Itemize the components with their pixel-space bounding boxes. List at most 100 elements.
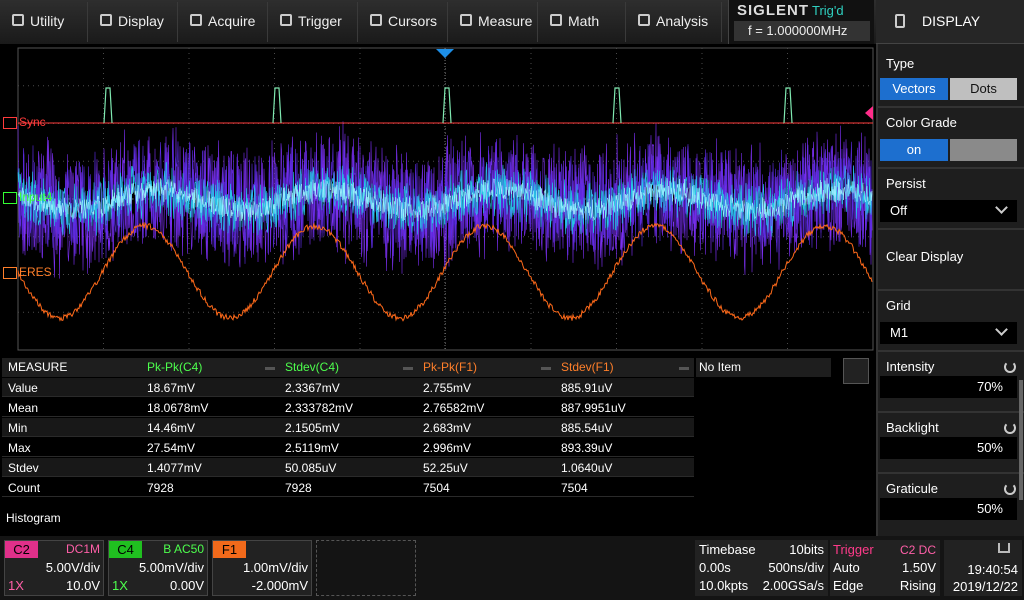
menu-icon [550, 14, 562, 26]
side-icon [895, 14, 905, 28]
menu-icon [12, 14, 24, 26]
measure-value: 887.9951uV [561, 401, 626, 415]
menu-label[interactable]: Measure [478, 13, 532, 29]
separator [878, 167, 1024, 169]
row-label: Stdev [8, 461, 39, 475]
channel-scale: 5.00V/div [6, 560, 100, 575]
row-label: Max [8, 441, 31, 455]
trigger-slope: Rising [840, 578, 936, 593]
menu-icon [638, 14, 650, 26]
setting-label: Color Grade [886, 115, 957, 130]
trigger-state: Trig'd [812, 3, 844, 18]
menu-label[interactable]: Display [118, 13, 164, 29]
channel-name[interactable]: F1 [213, 541, 246, 558]
channel-scale: 5.00mV/div [110, 560, 204, 575]
trigger-source: C2 DC [840, 543, 936, 557]
column-dash [403, 367, 413, 370]
measure-value: 50.085uV [285, 461, 336, 475]
timebase-scale: 500ns/div [700, 560, 824, 575]
frequency: f = 1.000000MHz [748, 23, 847, 38]
measure-value: 14.46mV [147, 421, 195, 435]
channel-marker [3, 192, 17, 204]
menu-label[interactable]: Trigger [298, 13, 342, 29]
network-icon [998, 543, 1010, 553]
channel-coupling: B AC50 [138, 542, 204, 556]
option-vectors[interactable]: Vectors [880, 78, 948, 100]
separator [878, 472, 1024, 474]
toggle-on[interactable]: on [880, 139, 948, 161]
channel-offset: 10.0V [6, 578, 100, 593]
setting-label: Grid [886, 298, 911, 313]
value-box[interactable]: 50% [880, 437, 1017, 459]
separator [878, 289, 1024, 291]
clear-display[interactable]: Clear Display [886, 249, 963, 264]
measure-value: 2.5119mV [285, 441, 339, 455]
waveform-label: Sync [19, 115, 46, 129]
channel-offset: -2.000mV [214, 578, 308, 593]
menu-icon [190, 14, 202, 26]
menu-label[interactable]: Math [568, 13, 599, 29]
measure-title: MEASURE [8, 360, 67, 374]
measure-value: 2.755mV [423, 381, 471, 395]
column-header: Pk-Pk(C4) [147, 360, 202, 374]
menu-label[interactable]: Cursors [388, 13, 437, 29]
separator [878, 411, 1024, 413]
menu-icon [370, 14, 382, 26]
measure-value: 7928 [285, 481, 312, 495]
menu-icon [280, 14, 292, 26]
toggle-off[interactable] [950, 139, 1017, 161]
menu-icon [100, 14, 112, 26]
timebase-resolution: 10bits [700, 542, 824, 557]
refresh-icon [1004, 483, 1016, 495]
measure-value: 2.996mV [423, 441, 471, 455]
row-label: Count [8, 481, 40, 495]
channel-offset: 0.00V [110, 578, 204, 593]
setting-label: Persist [886, 176, 926, 191]
option-dots[interactable]: Dots [950, 78, 1017, 100]
measure-value: 2.683mV [423, 421, 471, 435]
separator [878, 106, 1024, 108]
histogram-label: Histogram [6, 511, 61, 525]
waveform-label: ERES [19, 265, 52, 279]
refresh-icon [1004, 422, 1016, 434]
row-label: Mean [8, 401, 38, 415]
separator [878, 228, 1024, 230]
separator [878, 350, 1024, 352]
add-channel[interactable] [316, 540, 416, 596]
waveform-label: Input4 [19, 190, 52, 204]
channel-marker [3, 267, 17, 279]
measure-value: 893.39uV [561, 441, 612, 455]
menu-label[interactable]: Utility [30, 13, 64, 29]
menu-label[interactable]: Analysis [656, 13, 708, 29]
scroll-bar [1019, 380, 1023, 500]
measure-value: 2.1505mV [285, 421, 340, 435]
measure-value: 2.3367mV [285, 381, 340, 395]
value-box[interactable]: 50% [880, 498, 1017, 520]
close-button[interactable] [843, 358, 869, 384]
brand: SIGLENT [737, 2, 809, 19]
measure-value: 1.4077mV [147, 461, 202, 475]
measure-value: 27.54mV [147, 441, 195, 455]
menu-label[interactable]: Acquire [208, 13, 255, 29]
setting-label: Backlight [886, 420, 939, 435]
menu-icon [460, 14, 472, 26]
column-dash [541, 367, 551, 370]
measure-value: 18.67mV [147, 381, 195, 395]
column-dash [679, 367, 689, 370]
value-box[interactable]: 70% [880, 376, 1017, 398]
channel-coupling: DC1M [34, 542, 100, 556]
setting-label: Type [886, 56, 914, 71]
trigger-level-value: 1.50V [840, 560, 936, 575]
setting-label: Intensity [886, 359, 934, 374]
dropdown[interactable]: Off [880, 200, 1017, 222]
measure-value: 7928 [147, 481, 174, 495]
channel-marker [3, 117, 17, 129]
column-header: Pk-Pk(F1) [423, 360, 477, 374]
empty-slot: No Item [699, 360, 741, 374]
column-dash [265, 367, 275, 370]
clock-time: 19:40:54 [944, 562, 1018, 577]
dropdown[interactable]: M1 [880, 322, 1017, 344]
measure-value: 2.76582mV [423, 401, 484, 415]
measure-value: 885.54uV [561, 421, 612, 435]
